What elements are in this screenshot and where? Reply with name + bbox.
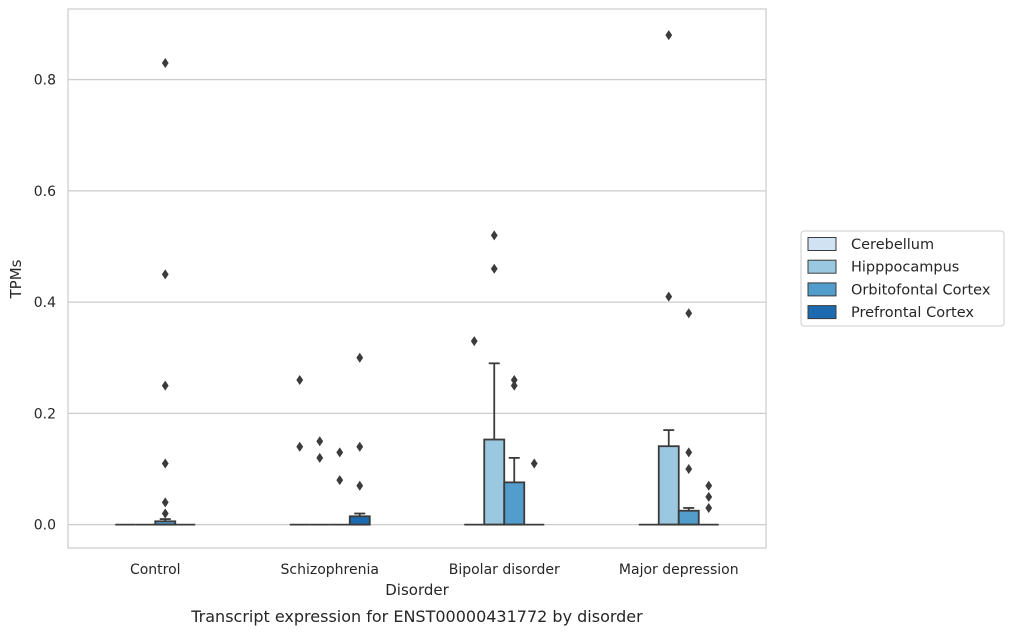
outlier-point [161, 269, 169, 280]
outlier-point [510, 380, 518, 391]
outlier-point [316, 452, 324, 463]
outlier-point [161, 380, 169, 391]
legend-swatch [807, 237, 837, 251]
outlier-point [161, 508, 169, 519]
box-cerebellum [289, 375, 310, 526]
legend-swatch [807, 282, 837, 297]
outlier-point [490, 263, 498, 274]
outlier-point [161, 57, 169, 68]
outlier-point [685, 308, 693, 319]
y-tick-label: 0.2 [34, 406, 56, 422]
box-orbitofontal-cortex [329, 447, 350, 526]
y-axis-title: TPMs [7, 259, 25, 299]
outlier-point [161, 497, 169, 508]
box-orbitofontal-cortex [154, 57, 177, 526]
box-orbitofontal-cortex [503, 375, 526, 526]
outlier-point [705, 491, 713, 502]
x-tick-labels: Control Schizophrenia Bipolar disorder Majo… [130, 562, 739, 578]
legend-label: Prefrontal Cortex [851, 305, 974, 321]
box-body [503, 481, 526, 526]
legend-frame [800, 230, 1005, 327]
legend-swatch [807, 305, 837, 320]
outlier-point [161, 458, 169, 469]
x-tick-label: Control [130, 562, 181, 578]
outlier-point [685, 464, 693, 475]
box-hipppocampus [309, 436, 330, 526]
outlier-point [296, 375, 304, 386]
chart-caption: Transcript expression for ENST0000043177… [190, 607, 643, 626]
outlier-point [510, 375, 518, 386]
outlier-point [530, 458, 538, 469]
y-tick-label: 0.8 [34, 73, 56, 89]
plot-area [67, 8, 767, 549]
box-body [348, 515, 371, 526]
outlier-point [665, 291, 673, 302]
legend-label: Orbitofontal Cortex [851, 282, 991, 298]
outlier-point [356, 352, 364, 363]
box-prefrontal-cortex [348, 352, 371, 526]
box-hipppocampus [483, 230, 506, 526]
boxes [115, 30, 719, 526]
box-body [677, 509, 700, 526]
outlier-point [356, 441, 364, 452]
x-tick-label: Bipolar disorder [449, 562, 560, 578]
outlier-point [316, 436, 324, 447]
box-body [657, 445, 680, 526]
box-hipppocampus [657, 30, 680, 526]
box-orbitofontal-cortex [677, 308, 700, 526]
outlier-point [665, 30, 673, 41]
legend-label: Cerebellum [851, 237, 934, 253]
legend-swatch [807, 259, 837, 274]
outlier-point [336, 475, 344, 486]
x-tick-label: Major depression [619, 562, 739, 578]
outlier-point [705, 480, 713, 491]
y-tick-label: 0.6 [34, 184, 56, 200]
box-cerebellum [464, 336, 485, 526]
outlier-point [685, 447, 693, 458]
outlier-point [470, 336, 478, 347]
y-tick-label: 0.4 [34, 295, 56, 311]
outlier-point [356, 480, 364, 491]
x-tick-label: Schizophrenia [281, 562, 379, 578]
x-axis-title: Disorder [385, 581, 449, 599]
y-tick-label: 0.0 [34, 518, 56, 534]
y-tick-labels: 0.0 0.2 0.4 0.6 0.8 [34, 73, 56, 534]
outlier-point [490, 230, 498, 241]
outlier-point [296, 441, 304, 452]
box-prefrontal-cortex [524, 458, 545, 526]
box-prefrontal-cortex [698, 480, 719, 526]
legend: Cerebellum Hipppocampus Orbitofontal Corte… [800, 230, 1005, 327]
legend-label: Hipppocampus [851, 260, 959, 276]
outlier-point [705, 502, 713, 513]
outlier-point [336, 447, 344, 458]
box-body [483, 438, 506, 526]
